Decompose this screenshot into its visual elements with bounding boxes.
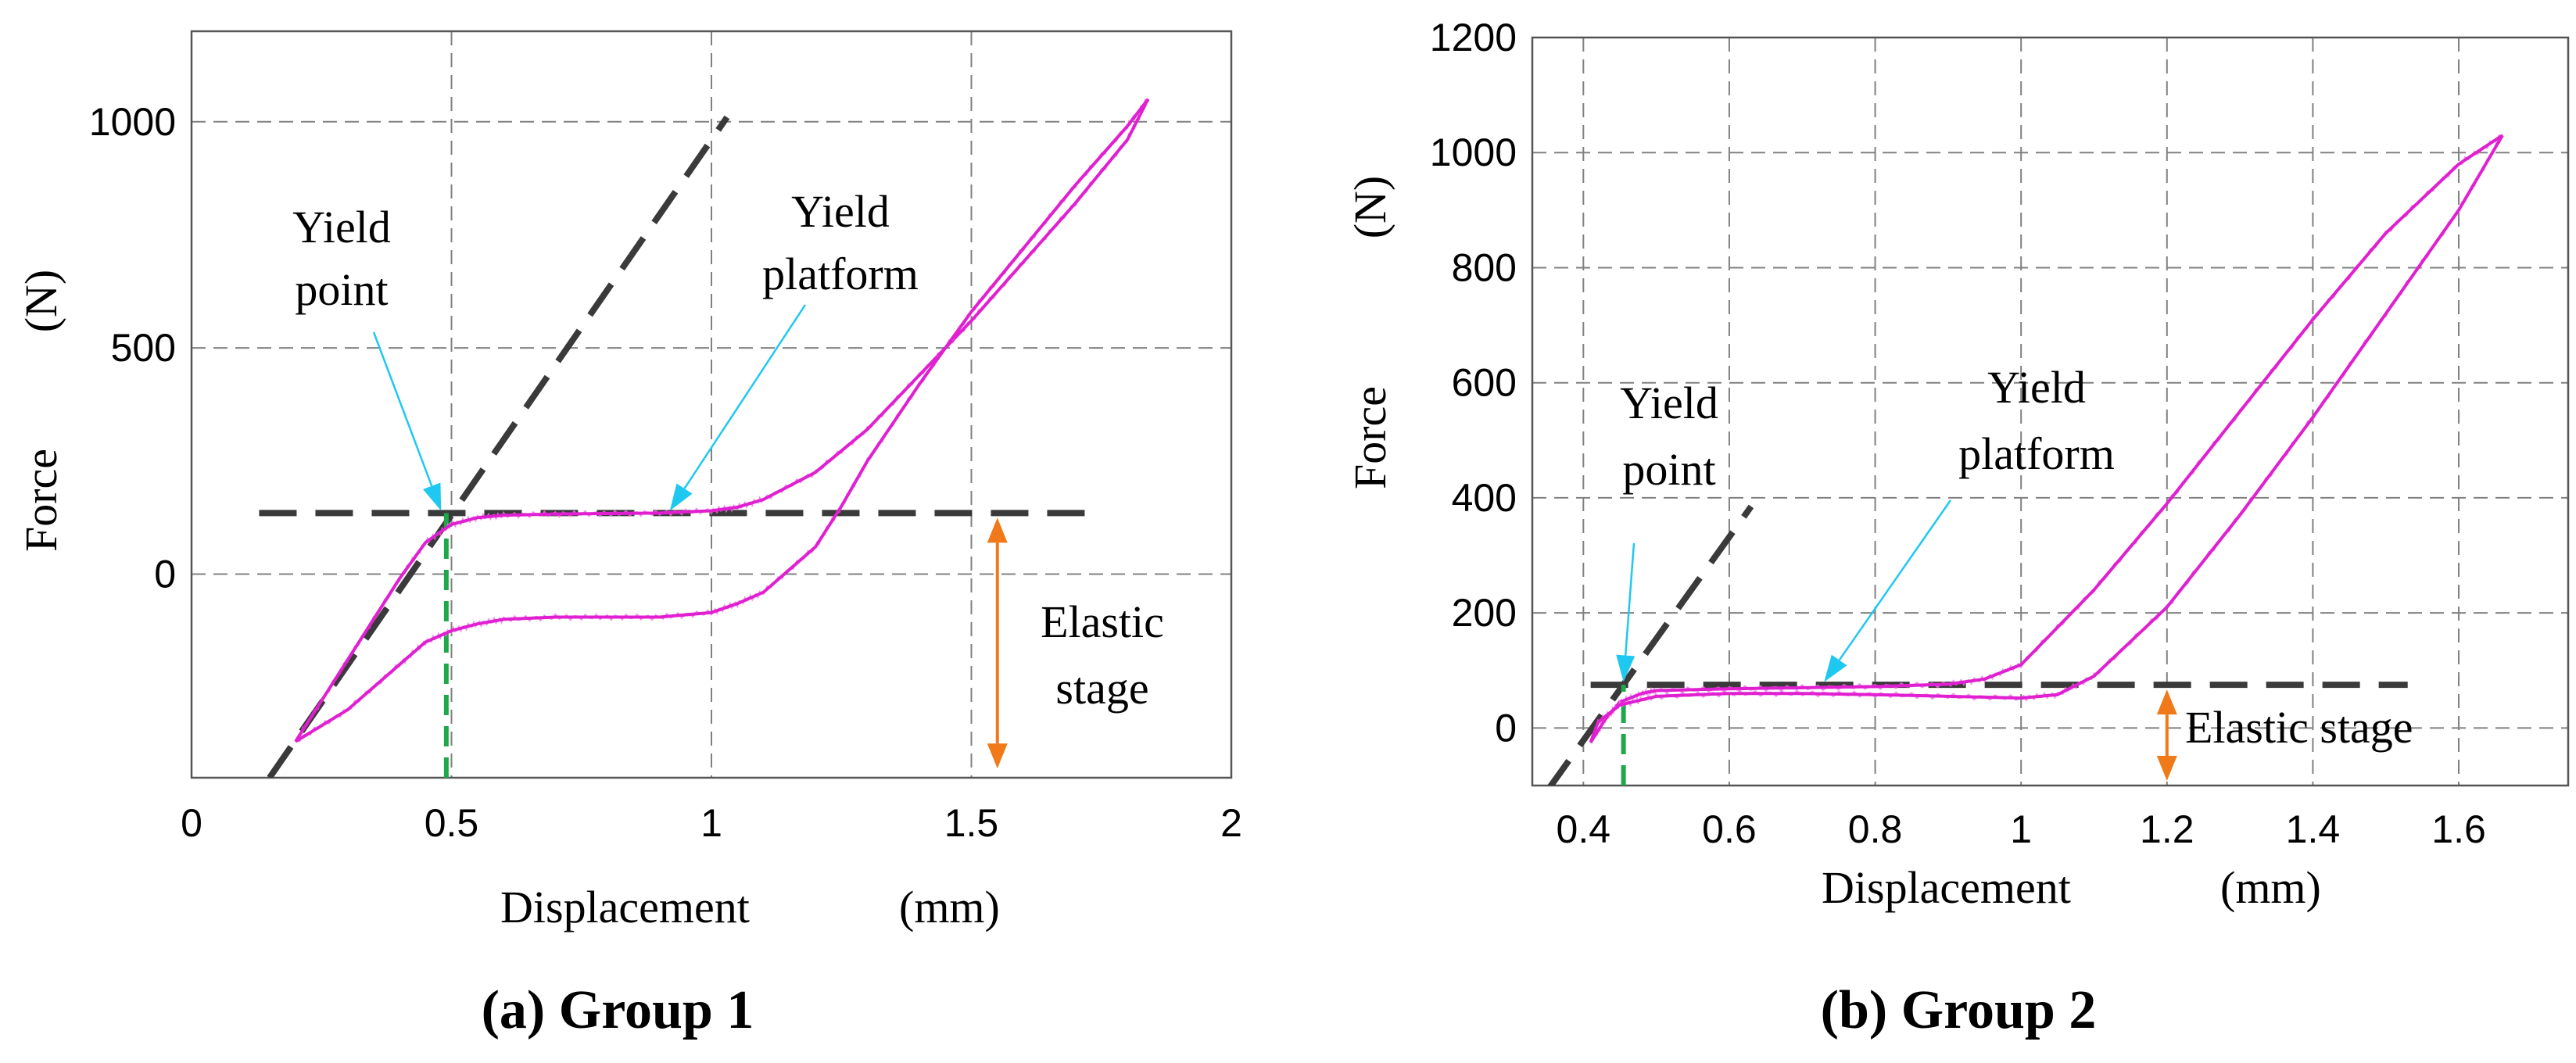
x-tick-label: 1.4 — [2286, 807, 2341, 851]
elastic-arrowhead-up — [2156, 689, 2177, 715]
panel-caption: (a) Group 1 — [482, 980, 754, 1040]
annotation-pointer — [1624, 542, 1636, 656]
x-tick-label: 1.6 — [2431, 807, 2486, 851]
annotation-arrowhead — [422, 482, 442, 511]
elastic-arrowhead-down — [987, 743, 1008, 769]
y-tick-label: 1000 — [89, 100, 176, 144]
y-tick-label: 400 — [1452, 476, 1517, 520]
annotation-pointer — [372, 331, 433, 487]
panel-caption: (b) Group 2 — [1821, 980, 2097, 1040]
y-axis-label: Force — [1345, 386, 1395, 489]
elastic-arrowhead-up — [987, 517, 1008, 543]
plot-frame — [1531, 36, 2570, 787]
annotation-text: Elastic stage — [2185, 702, 2413, 753]
chart-panel-2: 0.4 0.6 0.8 1 1.2 1.4 1.6 0 200 400 600 800 1000 1200… — [1345, 16, 2570, 1040]
y-tick-label: 0 — [1495, 706, 1517, 750]
annotation-text: point — [295, 264, 388, 315]
plot-frame — [190, 30, 1233, 779]
series-loading — [1589, 134, 2504, 743]
y-axis-unit: (N) — [16, 270, 66, 333]
elastic-fit — [267, 115, 730, 778]
x-tick-label: 2 — [1220, 801, 1242, 845]
annotation-arrowhead — [1824, 654, 1847, 682]
annotation-text: Yield — [1620, 378, 1718, 428]
x-tick-label: 1.2 — [2140, 807, 2194, 851]
elastic-arrowhead-down — [2156, 756, 2177, 781]
annotation-text: point — [1622, 444, 1715, 495]
annotation-text: Yield — [791, 186, 890, 237]
plot-area — [259, 98, 1150, 778]
x-tick-label: 1 — [700, 801, 722, 845]
x-axis-label: Displacement — [500, 882, 750, 932]
annotation-text: stage — [1055, 663, 1148, 714]
x-tick-label: 0 — [181, 801, 202, 845]
series-unloading — [294, 98, 1150, 743]
series-noise-unloading — [298, 98, 1149, 743]
annotation-text: platform — [1958, 428, 2115, 479]
x-tick-label: 0.4 — [1557, 807, 1611, 851]
plot-area — [1547, 134, 2504, 786]
x-tick-label: 0.5 — [425, 801, 479, 845]
elastic-fit — [1547, 504, 1754, 786]
x-axis-label: Displacement — [1822, 862, 2071, 913]
x-tick-label: 0.6 — [1702, 807, 1757, 851]
annotation-text: Yield — [1987, 362, 2086, 413]
x-tick-label: 1 — [2010, 807, 2032, 851]
y-tick-label: 0 — [154, 553, 176, 596]
x-tick-label: 1.5 — [944, 801, 999, 845]
annotation-text: Yield — [292, 202, 391, 252]
y-axis-label: Force — [16, 449, 66, 552]
annotation-arrowhead — [1616, 654, 1636, 682]
y-tick-label: 500 — [111, 326, 176, 370]
x-axis-unit: (mm) — [899, 882, 1000, 932]
annotation-text: Elastic — [1041, 596, 1164, 647]
y-tick-label: 1200 — [1430, 16, 1517, 59]
chart-panel-1: 0 0.5 1 1.5 2 0 500 1000 Displacement (mm) Force (N… — [16, 30, 1242, 1040]
annotation-pointer — [683, 304, 807, 489]
x-axis-unit: (mm) — [2220, 862, 2321, 913]
annotation-pointer — [1838, 499, 1952, 661]
y-tick-label: 800 — [1452, 245, 1517, 289]
y-tick-label: 200 — [1452, 591, 1517, 635]
y-tick-label: 600 — [1452, 361, 1517, 405]
series-loading — [294, 98, 1150, 743]
y-axis-unit: (N) — [1345, 176, 1395, 239]
y-tick-label: 1000 — [1430, 131, 1517, 174]
annotation-arrowhead — [669, 483, 693, 511]
annotation-text: platform — [762, 249, 919, 299]
x-tick-label: 0.8 — [1848, 807, 1903, 851]
series-unloading — [1589, 134, 2504, 743]
